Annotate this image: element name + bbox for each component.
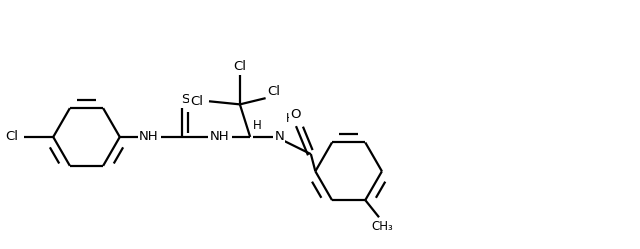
Text: Cl: Cl	[268, 85, 280, 98]
Text: CH₃: CH₃	[371, 220, 393, 233]
Text: Cl: Cl	[234, 60, 246, 73]
Text: O: O	[291, 109, 301, 122]
Text: N: N	[275, 130, 284, 143]
Text: NH: NH	[209, 130, 229, 143]
Text: S: S	[180, 93, 189, 106]
Text: NH: NH	[139, 130, 159, 143]
Text: H: H	[253, 119, 262, 132]
Text: Cl: Cl	[189, 95, 203, 108]
Text: Cl: Cl	[5, 130, 18, 143]
Text: H: H	[286, 112, 295, 125]
